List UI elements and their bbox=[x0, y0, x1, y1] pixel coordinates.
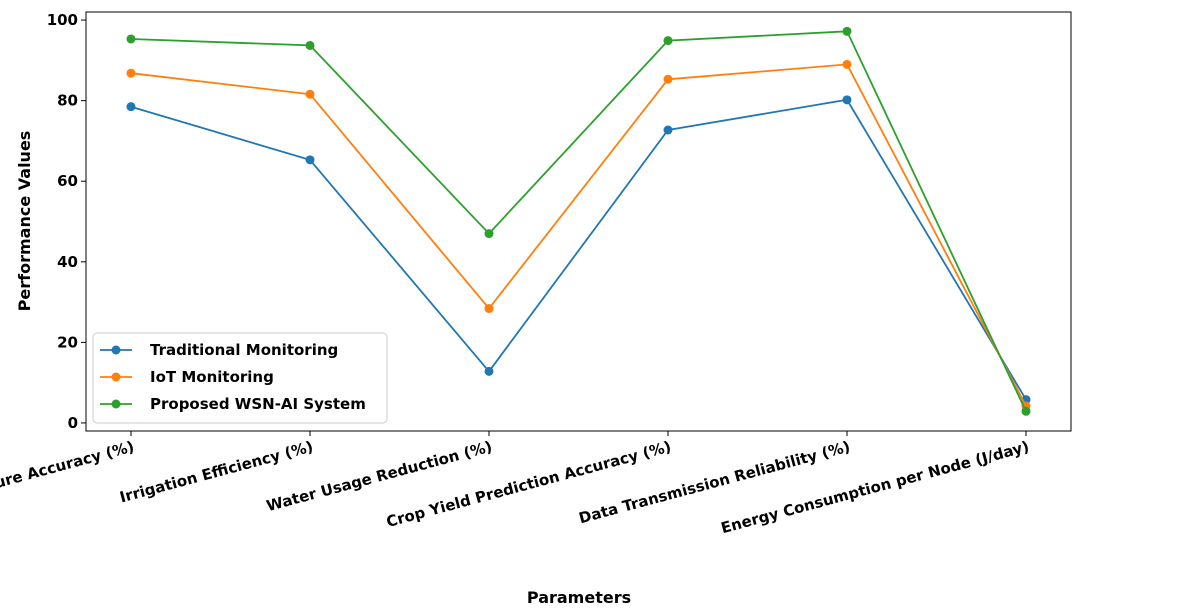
plot-frame bbox=[85, 11, 1072, 432]
x-tick-label: Crop Yield Prediction Accuracy (%) bbox=[384, 437, 673, 530]
y-axis-label: Performance Values bbox=[15, 131, 34, 312]
data-point bbox=[126, 68, 136, 78]
data-point bbox=[842, 26, 852, 36]
y-tick-label: 100 bbox=[47, 11, 78, 29]
x-axis-label: Parameters bbox=[527, 588, 631, 607]
legend-marker bbox=[111, 345, 121, 355]
data-point bbox=[842, 95, 852, 105]
data-point bbox=[305, 40, 315, 50]
series-2 bbox=[126, 26, 1031, 416]
series-line bbox=[130, 63, 1027, 407]
data-point bbox=[663, 74, 673, 84]
y-tick-label: 0 bbox=[68, 414, 78, 432]
series-line bbox=[130, 98, 1027, 401]
legend-entry-traditional: Traditional Monitoring bbox=[100, 341, 338, 359]
legend-marker bbox=[111, 372, 121, 382]
y-tick-label: 80 bbox=[57, 92, 78, 110]
data-point bbox=[305, 155, 315, 165]
x-tick-label: Energy Consumption per Node (J/day) bbox=[719, 437, 1031, 537]
legend: Traditional Monitoring IoT Monitoring Pr… bbox=[92, 332, 388, 424]
legend-box bbox=[92, 332, 388, 424]
y-tick-label: 40 bbox=[57, 253, 78, 271]
series-1 bbox=[126, 59, 1031, 411]
data-point bbox=[1021, 406, 1031, 416]
legend-label: IoT Monitoring bbox=[150, 368, 274, 386]
series-0 bbox=[126, 95, 1031, 405]
data-point bbox=[305, 89, 315, 99]
legend-marker bbox=[111, 399, 121, 409]
legend-label: Proposed WSN-AI System bbox=[150, 395, 366, 413]
data-point bbox=[484, 366, 494, 376]
data-point bbox=[484, 229, 494, 239]
data-point bbox=[663, 125, 673, 135]
y-axis-ticks: 0 20 40 60 80 100 bbox=[47, 11, 86, 432]
y-tick-label: 20 bbox=[57, 333, 78, 351]
data-point bbox=[484, 304, 494, 314]
data-point bbox=[842, 59, 852, 69]
x-tick-label: Soil Moisture Accuracy (%) bbox=[0, 437, 136, 513]
data-point bbox=[126, 34, 136, 44]
data-point bbox=[126, 102, 136, 112]
series-layer bbox=[126, 26, 1031, 416]
x-axis-ticks: Soil Moisture Accuracy (%)Irrigation Eff… bbox=[0, 431, 1031, 537]
legend-entry-iot: IoT Monitoring bbox=[100, 368, 274, 386]
y-tick-label: 60 bbox=[57, 172, 78, 190]
legend-label: Traditional Monitoring bbox=[150, 341, 338, 359]
legend-entry-proposed: Proposed WSN-AI System bbox=[100, 395, 366, 413]
data-point bbox=[663, 36, 673, 46]
series-line bbox=[130, 30, 1027, 412]
